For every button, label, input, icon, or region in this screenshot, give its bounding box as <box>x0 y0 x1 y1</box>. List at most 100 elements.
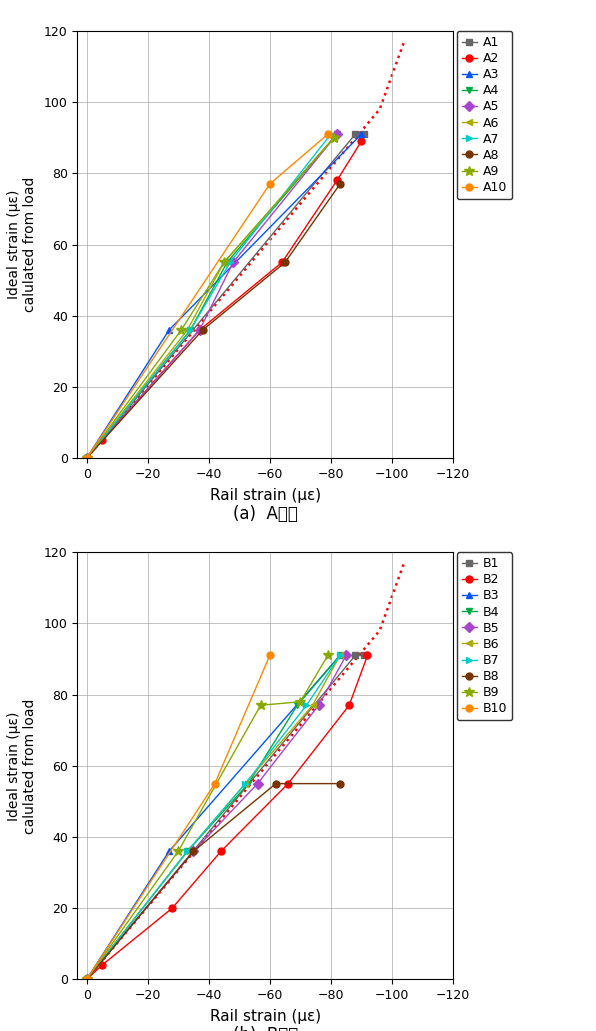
Legend: B1, B2, B3, B4, B5, B6, B7, B8, B9, B10: B1, B2, B3, B4, B5, B6, B7, B8, B9, B10 <box>457 553 513 721</box>
B6 <box>184 845 191 858</box>
B1 <box>352 650 359 662</box>
Text: (b)  B단면: (b) B단면 <box>232 1026 298 1031</box>
A9 <box>83 452 90 464</box>
A2 <box>98 434 105 446</box>
B3 <box>166 845 173 858</box>
B10 <box>211 777 218 790</box>
A5 <box>196 324 203 336</box>
B9 <box>83 973 90 986</box>
Line: A3: A3 <box>83 131 365 462</box>
B8 <box>190 845 197 858</box>
A6 <box>330 132 337 144</box>
B2 <box>346 699 353 711</box>
B5 <box>315 699 322 711</box>
B2 <box>83 973 90 986</box>
A1 <box>83 452 90 464</box>
B9 <box>324 650 331 662</box>
Line: A4: A4 <box>83 131 340 462</box>
A2 <box>196 324 203 336</box>
Line: B2: B2 <box>83 652 371 983</box>
Line: A9: A9 <box>82 133 339 463</box>
A7 <box>187 324 194 336</box>
B3 <box>336 650 343 662</box>
A10 <box>83 452 90 464</box>
B2 <box>169 902 176 914</box>
A7 <box>83 452 90 464</box>
Line: B1: B1 <box>83 652 368 983</box>
Line: B8: B8 <box>83 780 343 983</box>
B4 <box>294 699 301 711</box>
B1 <box>361 650 368 662</box>
A4 <box>83 452 90 464</box>
Legend: A1, A2, A3, A4, A5, A6, A7, A8, A9, A10: A1, A2, A3, A4, A5, A6, A7, A8, A9, A10 <box>457 31 513 199</box>
Line: A6: A6 <box>83 134 337 462</box>
B4 <box>83 973 90 986</box>
Line: B10: B10 <box>83 652 274 983</box>
A10 <box>324 128 331 140</box>
A6 <box>184 324 191 336</box>
A4 <box>187 324 194 336</box>
B5 <box>190 845 197 858</box>
Line: B6: B6 <box>83 652 343 983</box>
A7 <box>226 256 234 268</box>
B1 <box>83 973 90 986</box>
B3 <box>83 973 90 986</box>
A5 <box>229 256 237 268</box>
B2 <box>98 959 105 971</box>
B2 <box>284 777 291 790</box>
B6 <box>83 973 90 986</box>
A9 <box>330 132 337 144</box>
A6 <box>221 256 228 268</box>
Y-axis label: Ideal strain (με)
calulated from load: Ideal strain (με) calulated from load <box>7 698 37 833</box>
B7 <box>83 973 90 986</box>
Line: A5: A5 <box>83 131 340 462</box>
Line: B7: B7 <box>83 652 343 983</box>
A3 <box>358 128 365 140</box>
B5 <box>254 777 261 790</box>
A1 <box>361 128 368 140</box>
B9 <box>257 699 264 711</box>
X-axis label: Rail strain (με): Rail strain (με) <box>210 1009 321 1024</box>
B2 <box>364 650 371 662</box>
A9 <box>178 324 185 336</box>
B7 <box>184 845 191 858</box>
B10 <box>83 973 90 986</box>
A3 <box>83 452 90 464</box>
Y-axis label: Ideal strain (με)
calulated from load: Ideal strain (με) calulated from load <box>7 177 37 312</box>
A1 <box>352 128 359 140</box>
B6 <box>242 777 249 790</box>
A9 <box>221 256 228 268</box>
A4 <box>224 256 231 268</box>
B8 <box>83 973 90 986</box>
A4 <box>333 128 340 140</box>
A2 <box>278 256 285 268</box>
B2 <box>218 845 225 858</box>
A5 <box>83 452 90 464</box>
B4 <box>336 650 343 662</box>
Line: A2: A2 <box>83 138 365 462</box>
B7 <box>336 650 343 662</box>
Line: B3: B3 <box>83 652 343 983</box>
A6 <box>83 452 90 464</box>
Line: A10: A10 <box>83 131 331 462</box>
B8 <box>272 777 280 790</box>
Line: A8: A8 <box>83 180 343 462</box>
A8 <box>199 324 206 336</box>
A10 <box>266 177 274 190</box>
B5 <box>343 650 350 662</box>
Line: A1: A1 <box>83 131 368 462</box>
Text: (a)  A단면: (a) A단면 <box>233 504 297 523</box>
B8 <box>336 777 343 790</box>
Line: B4: B4 <box>83 652 343 983</box>
X-axis label: Rail strain (με): Rail strain (με) <box>210 488 321 503</box>
A5 <box>333 128 340 140</box>
B7 <box>303 699 310 711</box>
B9 <box>175 845 182 858</box>
B5 <box>83 973 90 986</box>
Line: B5: B5 <box>83 652 350 983</box>
A8 <box>336 177 343 190</box>
B7 <box>242 777 249 790</box>
A2 <box>358 135 365 147</box>
A2 <box>83 452 90 464</box>
B9 <box>297 696 304 708</box>
